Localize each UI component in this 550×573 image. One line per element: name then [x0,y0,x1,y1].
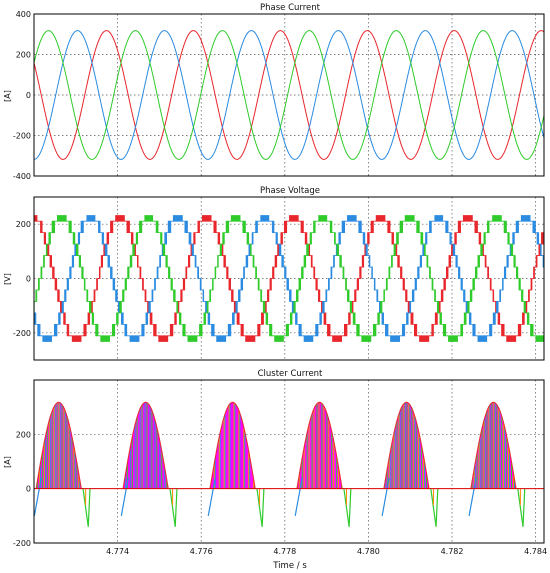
y-tick-label: -200 [13,539,31,548]
plot-frame [33,379,545,544]
series-line-0 [34,30,544,160]
envelope-3 [296,401,343,489]
y-axis-label: [A] [3,90,12,102]
dip-2 [256,488,263,527]
y-tick-label: -200 [13,132,31,141]
dip-rise-2 [261,488,265,527]
rise-1 [120,477,129,516]
y-tick-label: 400 [16,10,31,19]
series-line-2 [34,30,544,160]
rise-0 [34,477,42,516]
envelope-1 [122,401,169,489]
y-tick-label: 200 [16,51,31,60]
panel-title: Phase Voltage [260,186,320,196]
x-axis-label: Time / s [272,561,307,571]
envelope-2 [209,401,256,489]
y-tick-label: 0 [26,91,31,100]
series-line-2 [34,215,544,342]
envelope-4 [383,401,430,489]
dip-1 [169,488,176,527]
y-tick-label: 0 [26,485,31,494]
plot-frame [33,196,545,361]
rise-2 [207,477,216,516]
dip-rise-0 [87,488,91,527]
dip-0 [82,488,89,527]
y-axis-label: [V] [3,273,12,285]
dip-rise-5 [522,488,526,527]
envelope-0 [35,401,82,489]
x-tick-label: 4.778 [273,547,296,556]
x-tick-label: 4.782 [441,547,464,556]
x-tick-label: 4.780 [357,547,380,556]
y-tick-label: 200 [16,430,31,439]
y-tick-label: 200 [16,220,31,229]
y-tick-label: 0 [26,275,31,284]
panel-title: Phase Current [260,3,321,13]
rise-5 [468,477,477,516]
plot-frame [33,13,545,177]
panel-title: Cluster Current [258,369,323,379]
dip-3 [343,488,350,527]
dip-5 [517,488,524,527]
dip-4 [430,488,437,527]
panel-phase-voltage: Phase Voltage [V] -200 0 200 [3,186,545,361]
rise-4 [381,477,390,516]
series-line-0 [34,215,544,342]
y-axis-label: [A] [3,456,12,468]
series-line-1 [34,30,544,160]
series-line-1 [34,215,544,342]
dip-rise-1 [174,488,178,527]
dip-rise-3 [348,488,352,527]
envelope-5 [470,401,517,489]
x-tick-label: 4.774 [106,547,129,556]
x-tick-label: 4.784 [524,547,547,556]
y-tick-label: -400 [13,172,31,181]
dip-rise-4 [435,488,439,527]
y-tick-label: -200 [13,329,31,338]
rise-3 [294,477,303,516]
x-tick-label: 4.776 [190,547,213,556]
panel-phase-current: Phase Current [A] -400 -200 0 200 400 [3,3,545,181]
panel-cluster-current: Cluster Current [A] -200 0 200 4.774 4.776 4.… [3,369,547,556]
